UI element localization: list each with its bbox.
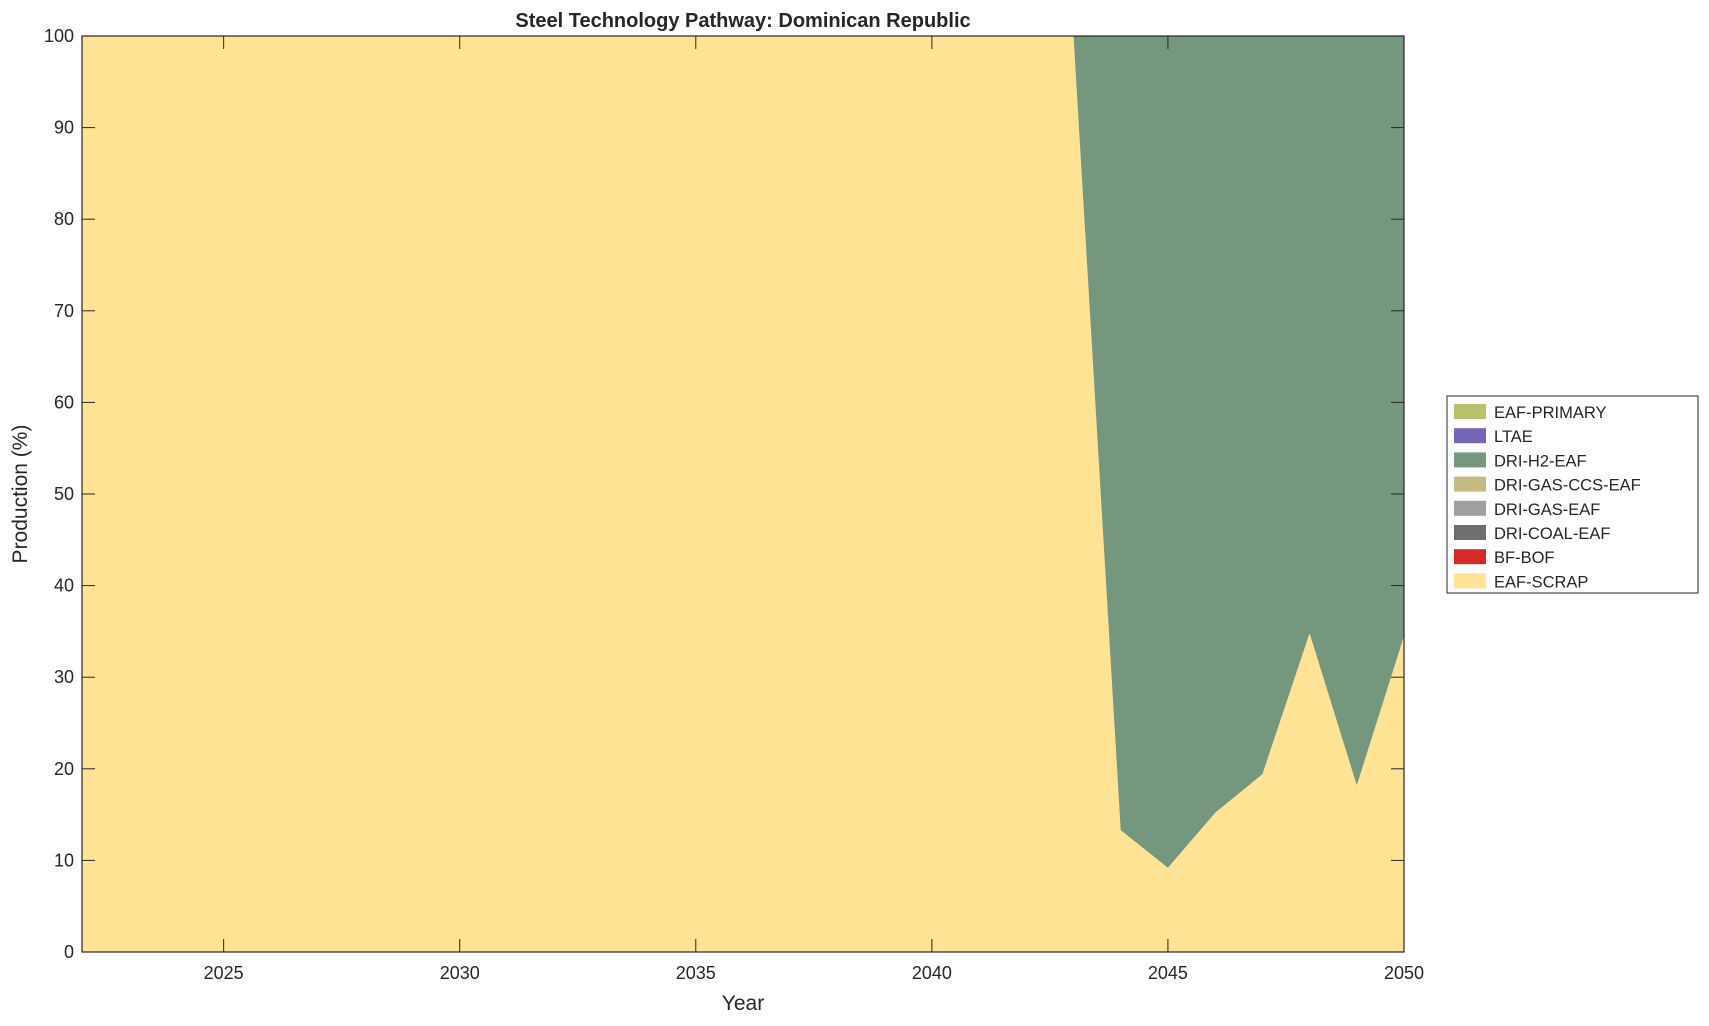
x-tick-label: 2035 — [676, 963, 716, 983]
legend-label: EAF-SCRAP — [1494, 573, 1588, 591]
area-eaf-scrap — [82, 36, 1404, 952]
legend-swatch — [1454, 428, 1486, 444]
legend: EAF-PRIMARY LTAE DRI-H2-EAF DRI-GAS-CCS-EAF… — [1446, 395, 1699, 594]
y-tick-label: 90 — [54, 118, 74, 138]
y-tick-label: 10 — [54, 850, 74, 870]
y-axis-label: Production (%) — [9, 425, 32, 564]
chart-title: Steel Technology Pathway: Dominican Repu… — [515, 10, 970, 32]
x-axis-label: Year — [722, 992, 764, 1015]
x-tick-label: 2030 — [440, 963, 480, 983]
y-tick-label: 80 — [54, 209, 74, 229]
legend-box — [1446, 395, 1699, 594]
x-tick-label: 2040 — [912, 963, 952, 983]
x-tick-label: 2050 — [1384, 963, 1424, 983]
y-tick-label: 70 — [54, 301, 74, 321]
y-tick-label: 40 — [54, 576, 74, 596]
legend-label: EAF-PRIMARY — [1494, 404, 1606, 422]
legend-label: BF-BOF — [1494, 549, 1555, 567]
y-tick-label: 50 — [54, 484, 74, 504]
y-tick-label: 30 — [54, 667, 74, 687]
legend-swatch — [1454, 476, 1486, 492]
legend-label: DRI-GAS-CCS-EAF — [1494, 477, 1641, 495]
legend-swatch — [1454, 525, 1486, 540]
axes: 2025 2030 2035 2040 2045 20500102030405060708… — [44, 26, 1424, 983]
x-tick-label: 2045 — [1148, 963, 1188, 983]
legend-label: DRI-GAS-EAF — [1494, 501, 1600, 519]
y-tick-label: 0 — [64, 942, 74, 962]
legend-label: DRI-COAL-EAF — [1494, 525, 1610, 543]
legend-swatch — [1454, 549, 1486, 565]
area-dri-h2-eaf — [82, 36, 1404, 868]
y-tick-label: 100 — [44, 26, 74, 46]
x-tick-label: 2025 — [204, 963, 244, 983]
y-tick-label: 60 — [54, 392, 74, 412]
legend-swatch — [1454, 404, 1486, 419]
y-tick-label: 20 — [54, 759, 74, 779]
legend-swatch — [1454, 573, 1486, 589]
legend-swatch — [1454, 452, 1486, 468]
legend-label: DRI-H2-EAF — [1494, 452, 1587, 470]
legend-label: LTAE — [1494, 428, 1533, 446]
plot-areas — [82, 36, 1404, 952]
legend-swatch — [1454, 500, 1486, 516]
